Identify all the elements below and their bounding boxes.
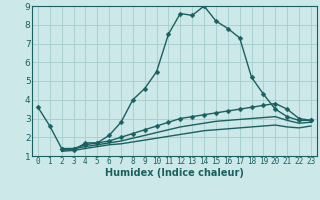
- X-axis label: Humidex (Indice chaleur): Humidex (Indice chaleur): [105, 168, 244, 178]
